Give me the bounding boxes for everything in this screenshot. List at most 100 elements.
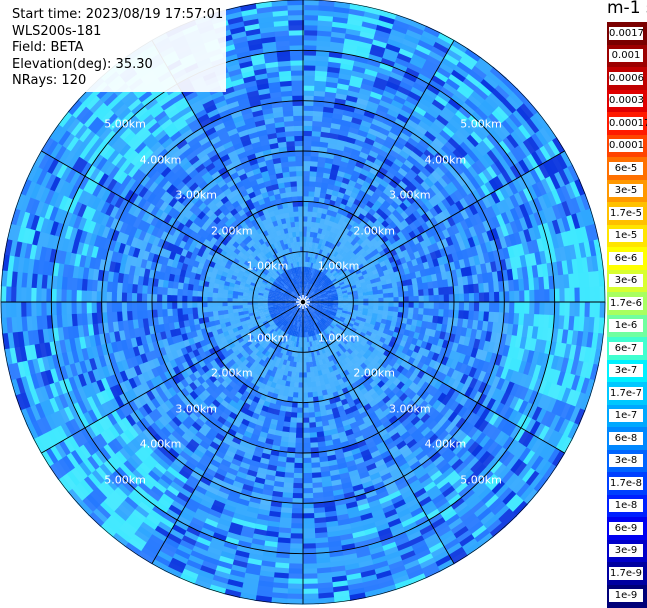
ppi-cell (291, 508, 303, 514)
ppi-cell (300, 357, 303, 363)
ppi-cell (299, 362, 303, 368)
ppi-cell (303, 105, 314, 111)
ppi-cell (303, 145, 312, 151)
ppi-cell (404, 296, 410, 302)
ppi-cell (454, 294, 460, 303)
ppi-cell (303, 85, 315, 91)
ppi-cell (302, 488, 313, 494)
ppi-cell (303, 166, 311, 172)
ppi-cell (378, 294, 384, 299)
ppi-cell (464, 302, 470, 311)
ppi-cell (494, 302, 500, 313)
ppi-cell (439, 302, 445, 310)
ppi-cell (303, 418, 310, 424)
ppi-cell (294, 463, 303, 469)
ppi-cell (298, 393, 303, 399)
ppi-cell (298, 387, 303, 393)
ppi-cell (363, 302, 369, 306)
ppi-cell (404, 302, 410, 308)
ppi-cell (295, 443, 303, 449)
ppi-cell (303, 231, 307, 237)
ppi-cell (296, 418, 303, 424)
ppi-cell (303, 216, 308, 222)
ppi-cell (302, 438, 310, 444)
ppi-cell (419, 296, 425, 303)
ppi-cell (303, 428, 310, 434)
ppi-cell (414, 302, 420, 309)
ppi-cell (302, 478, 312, 484)
ppi-cell (469, 293, 475, 303)
ppi-cell (302, 503, 314, 509)
ppi-cell (303, 186, 310, 192)
ppi-cell (302, 473, 312, 479)
ppi-cell (479, 302, 485, 312)
ppi-cell (292, 488, 303, 494)
ppi-cell (303, 433, 311, 439)
ppi-cell (524, 290, 530, 303)
ppi-cell (302, 518, 315, 524)
ppi-cell (303, 130, 313, 136)
ppi-cell (302, 493, 313, 499)
ppi-cell (306, 357, 310, 363)
ppi-cell (303, 236, 307, 242)
ppi-cell (298, 382, 303, 388)
ppi-cell (303, 140, 312, 146)
ppi-cell (434, 295, 440, 303)
ppi-cell (474, 302, 480, 312)
ppi-cell (303, 423, 310, 429)
ppi-cell (363, 295, 369, 299)
ppi-cell (454, 302, 460, 311)
ppi-cell (303, 196, 309, 202)
ppi-cell (303, 241, 306, 247)
ppi-cell (504, 291, 510, 303)
ppi-cell (296, 428, 303, 434)
ppi-cell (290, 528, 303, 534)
ppi-cell (544, 289, 550, 303)
ppi-cell (383, 302, 389, 307)
ppi-cell (414, 296, 420, 303)
ppi-cell (519, 290, 525, 303)
ppi-cell (306, 367, 310, 373)
ppi-cell (439, 295, 445, 303)
ppi-cell (296, 413, 303, 419)
ppi-cell (368, 302, 374, 306)
ppi-cell (292, 493, 303, 499)
ppi-cell (302, 468, 312, 474)
ppi-cell (574, 288, 580, 304)
ppi-cell (303, 206, 308, 212)
ppi-cell (539, 289, 545, 303)
ppi-cell (424, 295, 430, 302)
ppi-cell (306, 372, 311, 378)
ppi-cell (303, 413, 310, 419)
ppi-cell (303, 120, 313, 126)
ppi-cell (302, 443, 310, 449)
ppi-cell (303, 110, 314, 116)
ppi-cell (489, 302, 495, 313)
ppi-cell (293, 473, 303, 479)
ppi-cell (514, 291, 520, 303)
ppi-cell (409, 302, 415, 308)
ppi-cell (303, 211, 308, 217)
ppi-cell (559, 288, 565, 303)
ppi-cell (464, 293, 470, 302)
ppi-cell (303, 221, 308, 227)
ppi-cell (293, 483, 304, 489)
ppi-cell (294, 458, 303, 464)
ppi-cell (394, 302, 400, 307)
ppi-cell (529, 290, 535, 303)
ppi-cell (299, 372, 303, 378)
ppi-cell (358, 296, 364, 300)
ppi-cell (299, 367, 303, 373)
ppi-cell (388, 302, 394, 307)
ppi-cell (302, 573, 318, 579)
ppi-cell (444, 302, 450, 310)
ppi-cell (358, 302, 364, 305)
ppi-cell (293, 468, 303, 474)
ppi-cell (494, 292, 500, 303)
ppi-cell (303, 70, 316, 76)
ppi-cell (484, 302, 490, 313)
ppi-cell (378, 302, 384, 307)
ppi-cell (303, 176, 310, 182)
ppi-cell (303, 408, 309, 414)
ppi-cell (434, 302, 440, 310)
